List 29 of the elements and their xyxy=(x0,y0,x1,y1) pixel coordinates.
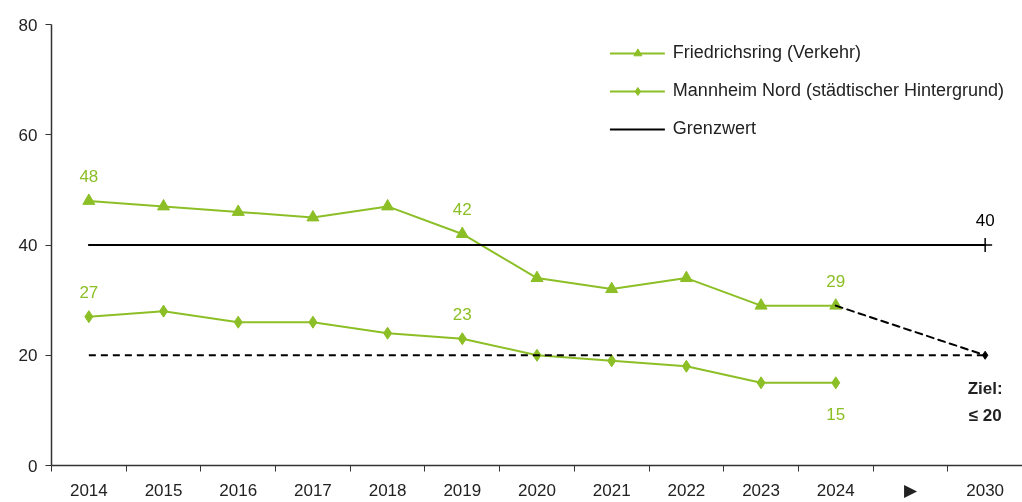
y-tick-label: 80 xyxy=(18,15,38,35)
data-label: 23 xyxy=(452,304,472,324)
x-tick-label: 2023 xyxy=(742,480,780,500)
data-label: 29 xyxy=(826,271,846,291)
x-tick-label: 2020 xyxy=(518,480,556,500)
x-tick-label: 2022 xyxy=(667,480,706,500)
data-label: 27 xyxy=(79,282,99,302)
ref-line-label: Ziel: ≤ 20 xyxy=(967,379,1003,425)
data-label: 42 xyxy=(452,199,472,219)
y-tick-label: 40 xyxy=(18,236,38,255)
data-label: 48 xyxy=(79,166,99,186)
x-tick-label: 2018 xyxy=(368,480,407,500)
x-tick-label: 2019 xyxy=(443,480,482,500)
y-tick-label: 60 xyxy=(18,125,38,145)
x-tick-label: 2014 xyxy=(69,480,108,500)
data-label: 40 xyxy=(975,211,995,230)
data-label: 15 xyxy=(826,404,846,424)
x-tick-label: 2030 xyxy=(966,480,1005,500)
y-tick-label: 20 xyxy=(18,346,38,366)
legend-label: Mannheim Nord (städtischer Hintergrund) xyxy=(672,80,1004,101)
x-tick-label: 2016 xyxy=(219,480,258,500)
legend-label: Friedrichsring (Verkehr) xyxy=(672,42,861,63)
legend-label: Grenzwert xyxy=(672,118,756,139)
x-tick-label: 2021 xyxy=(592,480,631,500)
x-tick-label: 2024 xyxy=(816,480,855,500)
x-tick-label: 2015 xyxy=(144,480,183,500)
x-tick-label: ▶ xyxy=(903,480,918,500)
x-tick-label: 2017 xyxy=(294,480,332,500)
y-tick-label: 0 xyxy=(28,456,38,476)
